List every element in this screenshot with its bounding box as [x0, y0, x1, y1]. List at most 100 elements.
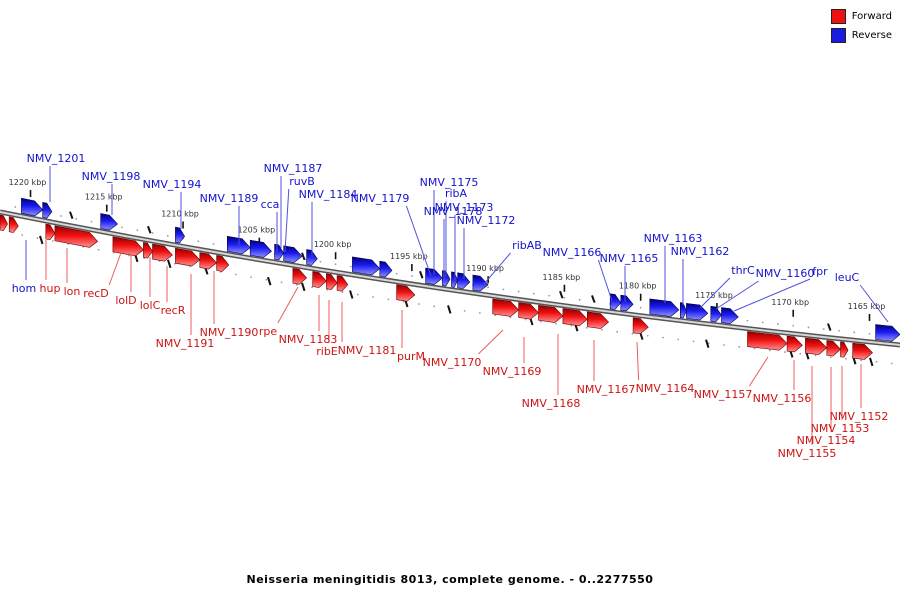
gene-label-hup[interactable]: hup: [40, 282, 61, 295]
gene-label-NMV_1157[interactable]: NMV_1157: [694, 388, 753, 401]
gene-label-ribE[interactable]: ribE: [316, 345, 338, 358]
gene-label-NMV_1154[interactable]: NMV_1154: [797, 434, 856, 447]
gene-arrow-forward[interactable]: [216, 255, 230, 272]
gene-arrow-forward[interactable]: [586, 311, 610, 329]
gene-arrow-reverse[interactable]: [875, 324, 900, 342]
gene-label-leuC[interactable]: leuC: [835, 271, 860, 284]
gene-arrow-forward[interactable]: [292, 267, 308, 285]
gene-label-ribAB[interactable]: ribAB: [512, 239, 542, 252]
gene-arrow-forward[interactable]: [326, 273, 338, 290]
gene-arrow-forward[interactable]: [562, 308, 588, 327]
gene-arrow-forward[interactable]: [8, 216, 19, 233]
gene-label-NMV_1163[interactable]: NMV_1163: [644, 232, 703, 245]
gene-label-NMV_1155[interactable]: NMV_1155: [778, 447, 837, 460]
gene-arrow-forward[interactable]: [143, 242, 153, 259]
gene-arrow-reverse[interactable]: [379, 260, 393, 278]
gene-arrow-reverse[interactable]: [710, 305, 722, 323]
gene-arrow-forward[interactable]: [852, 342, 873, 360]
gene-label-lolD[interactable]: lolD: [115, 294, 136, 307]
gene-arrow-reverse[interactable]: [306, 249, 318, 266]
gene-arrow-forward[interactable]: [747, 331, 788, 351]
gene-arrow-forward[interactable]: [312, 271, 327, 288]
gene-arrow-reverse[interactable]: [100, 213, 118, 231]
gene-arrow-forward[interactable]: [0, 214, 8, 232]
gene-label-recD[interactable]: recD: [83, 287, 109, 300]
gene-label-NMV_1198[interactable]: NMV_1198: [82, 170, 141, 183]
gene-label-NMV_1164[interactable]: NMV_1164: [636, 382, 695, 395]
gene-arrow-reverse[interactable]: [649, 298, 680, 317]
gene-label-NMV_1165[interactable]: NMV_1165: [600, 252, 659, 265]
gene-label-NMV_1183[interactable]: NMV_1183: [279, 333, 338, 346]
gene-label-NMV_1162[interactable]: NMV_1162: [671, 245, 730, 258]
gene-label-NMV_1172[interactable]: NMV_1172: [457, 214, 516, 227]
gene-label-NMV_1160[interactable]: NMV_1160: [756, 267, 815, 280]
gene-label-NMV_1175[interactable]: NMV_1175: [420, 176, 479, 189]
gene-label-NMV_1169[interactable]: NMV_1169: [483, 365, 542, 378]
gene-arrow-forward[interactable]: [786, 335, 803, 353]
gene-arrow-reverse[interactable]: [42, 202, 53, 219]
gene-label-lon[interactable]: lon: [64, 285, 81, 298]
gene-arrow-reverse[interactable]: [21, 197, 44, 217]
gene-label-NMV_1153[interactable]: NMV_1153: [811, 422, 870, 435]
feature-mark: [267, 276, 272, 286]
gene-arrow-reverse[interactable]: [457, 272, 471, 289]
gene-arrow-forward[interactable]: [538, 304, 564, 323]
gene-label-NMV_1201[interactable]: NMV_1201: [27, 152, 86, 165]
minor-tick-dot: [166, 234, 169, 237]
gene-label-thrC[interactable]: thrC: [731, 264, 755, 277]
gene-label-NMV_1194[interactable]: NMV_1194: [143, 178, 202, 191]
legend-forward-label: Forward: [851, 11, 892, 22]
gene-label-lolC[interactable]: lolC: [140, 299, 161, 312]
gene-label-NMV_1167[interactable]: NMV_1167: [577, 383, 636, 396]
gene-label-NMV_1166[interactable]: NMV_1166: [543, 246, 602, 259]
gene-arrow-forward[interactable]: [826, 340, 841, 357]
gene-arrow-reverse[interactable]: [721, 307, 739, 324]
gene-label-fpr[interactable]: fpr: [812, 265, 828, 278]
gene-label-NMV_1156[interactable]: NMV_1156: [753, 392, 812, 405]
gene-arrow-reverse[interactable]: [472, 274, 489, 292]
gene-arrow-reverse[interactable]: [283, 245, 303, 263]
gene-label-NMV_1184[interactable]: NMV_1184: [299, 188, 358, 201]
gene-arrow-reverse[interactable]: [175, 226, 185, 244]
gene-arrow-reverse[interactable]: [686, 303, 709, 321]
gene-label-NMV_1168[interactable]: NMV_1168: [522, 397, 581, 410]
gene-arrow-reverse[interactable]: [227, 235, 251, 255]
gene-arrow-forward[interactable]: [805, 337, 828, 355]
gene-arrow-forward[interactable]: [45, 223, 56, 241]
gene-arrow-forward[interactable]: [396, 284, 416, 302]
gene-arrow-reverse[interactable]: [352, 256, 381, 276]
gene-arrow-forward[interactable]: [518, 302, 539, 320]
gene-arrow-forward[interactable]: [152, 243, 173, 262]
gene-arrow-forward[interactable]: [199, 252, 218, 270]
gene-label-NMV_1173[interactable]: NMV_1173: [435, 201, 494, 214]
gene-label-NMV_1181[interactable]: NMV_1181: [338, 344, 397, 357]
gene-label-rpe[interactable]: rpe: [259, 325, 278, 338]
gene-label-ribA[interactable]: ribA: [445, 187, 468, 200]
gene-label-NMV_1191[interactable]: NMV_1191: [156, 337, 215, 350]
gene-label-NMV_1152[interactable]: NMV_1152: [830, 410, 889, 423]
gene-arrow-reverse[interactable]: [609, 293, 622, 310]
scale-tick-label: 1195 kbp: [390, 252, 428, 261]
gene-label-purM[interactable]: purM: [397, 350, 425, 363]
minor-tick-dot: [21, 234, 24, 236]
gene-arrow-forward[interactable]: [54, 225, 99, 248]
gene-label-NMV_1178[interactable]: NMV_1178: [424, 205, 483, 218]
gene-arrow-forward[interactable]: [632, 317, 649, 335]
gene-arrow-forward[interactable]: [112, 236, 144, 257]
gene-label-NMV_1190[interactable]: NMV_1190: [200, 326, 259, 339]
gene-label-NMV_1179[interactable]: NMV_1179: [351, 192, 410, 205]
gene-label-cca[interactable]: cca: [261, 198, 280, 211]
gene-label-NMV_1187[interactable]: NMV_1187: [264, 162, 323, 175]
gene-arrow-forward[interactable]: [840, 341, 849, 358]
gene-label-hom[interactable]: hom: [12, 282, 36, 295]
gene-arrow-reverse[interactable]: [274, 243, 285, 261]
gene-label-NMV_1189[interactable]: NMV_1189: [200, 192, 259, 205]
gene-arrow-forward[interactable]: [492, 298, 520, 317]
gene-label-recR[interactable]: recR: [161, 304, 186, 317]
gene-label-ruvB[interactable]: ruvB: [289, 175, 315, 188]
gene-arrow-forward[interactable]: [336, 275, 349, 292]
gene-label-NMV_1170[interactable]: NMV_1170: [423, 356, 482, 369]
gene-arrow-reverse[interactable]: [620, 294, 634, 312]
gene-arrow-reverse[interactable]: [249, 239, 272, 258]
gene-arrow-forward[interactable]: [175, 247, 201, 267]
